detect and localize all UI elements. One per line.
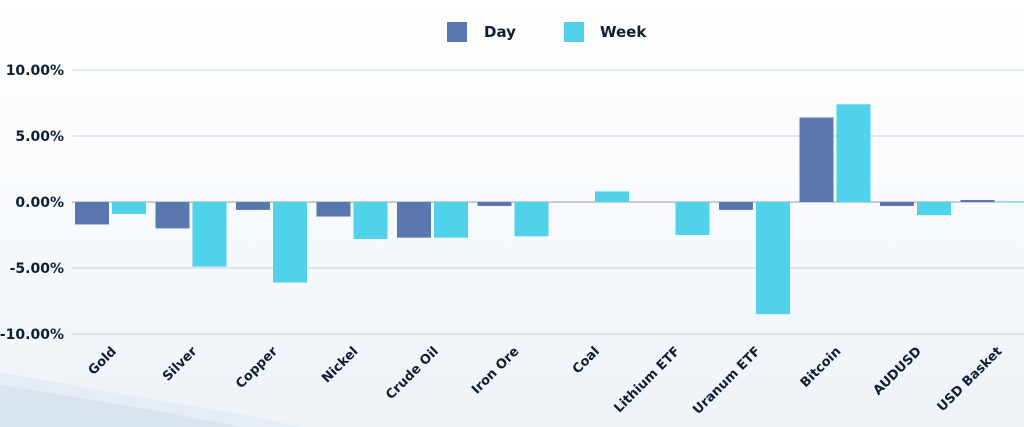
bar-week-crude-oil	[434, 202, 468, 238]
x-tick-label: Gold	[86, 344, 120, 378]
bar-day-gold	[75, 202, 109, 225]
bar-week-bitcoin	[836, 104, 871, 202]
bar-week-copper	[273, 202, 307, 283]
bar-day-bitcoin	[799, 117, 834, 202]
y-tick-label: 0.00%	[15, 195, 64, 211]
background-swoosh-2	[0, 385, 240, 427]
bar-day-nickel	[316, 202, 351, 217]
x-tick-label: Silver	[160, 344, 201, 385]
x-tick-label: Crude Oil	[383, 344, 442, 403]
bar-day-usd-basket	[960, 200, 995, 202]
legend-label-day: Day	[484, 23, 516, 41]
y-tick-label: -10.00%	[0, 327, 64, 343]
x-tick-label: Nickel	[319, 344, 361, 386]
bar-week-usd-basket	[997, 201, 1024, 203]
x-tick-label: AUDUSD	[871, 344, 925, 398]
y-tick-label: -5.00%	[10, 261, 64, 277]
bar-week-nickel	[353, 202, 388, 239]
bars	[75, 104, 1024, 315]
bar-week-gold	[112, 202, 146, 214]
legend-label-week: Week	[600, 23, 647, 41]
bar-week-uranum-etf	[756, 202, 790, 315]
bar-week-silver	[192, 202, 227, 267]
bar-day-copper	[236, 202, 270, 210]
legend-swatch-day	[447, 22, 467, 42]
x-tick-label: Uranum ETF	[690, 344, 764, 418]
bar-week-coal	[595, 191, 629, 202]
y-tick-label: 10.00%	[6, 63, 64, 79]
bar-day-iron-ore	[477, 202, 512, 206]
bar-week-lithium-etf	[675, 202, 710, 235]
x-tick-label: USD Basket	[935, 344, 1006, 415]
legend: Day Week	[447, 22, 647, 42]
bar-week-audusd	[917, 202, 951, 216]
x-tick-label: Copper	[233, 344, 281, 392]
x-tick-label: Coal	[570, 344, 603, 377]
y-tick-label: 5.00%	[15, 129, 64, 145]
y-axis-ticks: 10.00% 5.00% 0.00% -5.00% -10.00%	[0, 63, 64, 343]
x-axis-labels: Gold Silver Copper Nickel Crude Oil Iron Ore C…	[86, 344, 1006, 418]
bar-day-uranum-etf	[719, 202, 753, 210]
bar-day-crude-oil	[397, 202, 431, 238]
bar-week-iron-ore	[514, 202, 549, 237]
bar-day-silver	[155, 202, 190, 229]
x-tick-label: Iron Ore	[469, 344, 522, 397]
x-tick-label: Bitcoin	[798, 344, 845, 391]
bar-day-audusd	[880, 202, 914, 206]
legend-swatch-week	[564, 22, 584, 42]
x-tick-label: Lithium ETF	[611, 344, 683, 416]
